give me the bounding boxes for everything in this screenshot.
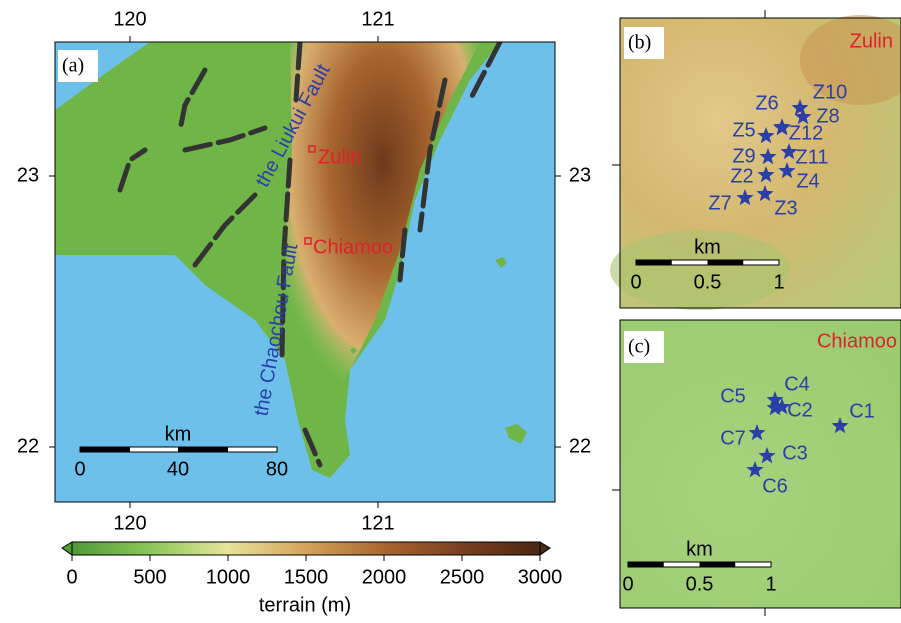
scale-tick: 0 (622, 573, 633, 595)
scale-tick: 0 (74, 458, 85, 480)
site-label: Chiamoo (313, 236, 393, 258)
figure: Zulin Chiamoo the Liukui Fault the Chaoc… (0, 0, 901, 623)
colorbar-tick-label: 500 (133, 566, 166, 588)
station-label: Z3 (774, 197, 797, 219)
scale-tick: 1 (773, 271, 784, 293)
top-tick: 120 (113, 8, 146, 30)
scale-bar-body (700, 562, 736, 567)
panel-label: (a) (62, 55, 84, 77)
top-tick: 121 (361, 8, 394, 30)
colorbar (72, 542, 540, 555)
colorbar-end (62, 542, 72, 555)
station-label: Z11 (796, 146, 829, 168)
scale-tick: 0 (630, 271, 641, 293)
map-a: Zulin Chiamoo the Liukui Fault the Chaoc… (55, 42, 555, 502)
scale-unit: km (686, 538, 713, 560)
scale-bar (636, 260, 779, 265)
station-label: C7 (720, 427, 746, 449)
station-label: C6 (762, 475, 788, 497)
station-label: C1 (849, 400, 875, 422)
scale-tick: 80 (266, 458, 288, 480)
scale-bar (628, 562, 771, 567)
station-label: Z6 (755, 92, 778, 114)
scale-unit: km (165, 423, 192, 445)
right-tick: 22 (569, 435, 591, 457)
site-label: Chiamoo (817, 330, 897, 352)
site-label: Zulin (850, 30, 893, 52)
bottom-tick: 120 (113, 512, 146, 534)
station-label: Z4 (796, 170, 819, 192)
colorbar-tick-label: 0 (66, 566, 77, 588)
scale-tick: 1 (765, 573, 776, 595)
colorbar-end (540, 542, 550, 555)
scale-tick: 0.5 (694, 271, 722, 293)
station-label: C4 (784, 373, 810, 395)
scale-bar-body (628, 562, 664, 567)
colorbar-tick-label: 1000 (206, 566, 251, 588)
panel-label: (b) (628, 32, 651, 54)
colorbar-tick-label: 3000 (518, 566, 563, 588)
scale-unit: km (694, 236, 721, 258)
panel-label: (c) (628, 336, 650, 358)
station-label: Z10 (813, 81, 847, 103)
station-label: Z7 (708, 192, 731, 214)
site-label: Zulin (318, 146, 361, 168)
station-label: C3 (782, 442, 808, 464)
bottom-tick: 121 (361, 512, 394, 534)
scale-bar-body (636, 260, 672, 265)
scale-tick: 0.5 (686, 573, 714, 595)
colorbar-tick-label: 1500 (284, 566, 329, 588)
station-label: Z9 (732, 145, 755, 167)
colorbar-tick-label: 2000 (362, 566, 407, 588)
scale-bar-body (708, 260, 744, 265)
station-label: C5 (720, 385, 746, 407)
colorbar-tick-label: 2500 (440, 566, 485, 588)
station-label: Z2 (730, 165, 753, 187)
station-label: Z12 (789, 122, 823, 144)
colorbar-ticks: 0 500 1000 1500 2000 2500 3000 (66, 555, 562, 588)
colorbar-label: terrain (m) (259, 594, 351, 616)
scale-tick: 40 (167, 458, 189, 480)
left-tick: 22 (17, 435, 39, 457)
right-tick: 23 (569, 164, 591, 186)
scale-bar (80, 447, 277, 452)
left-tick: 23 (17, 164, 39, 186)
station-label: Z5 (732, 119, 755, 141)
station-label: C2 (787, 399, 813, 421)
